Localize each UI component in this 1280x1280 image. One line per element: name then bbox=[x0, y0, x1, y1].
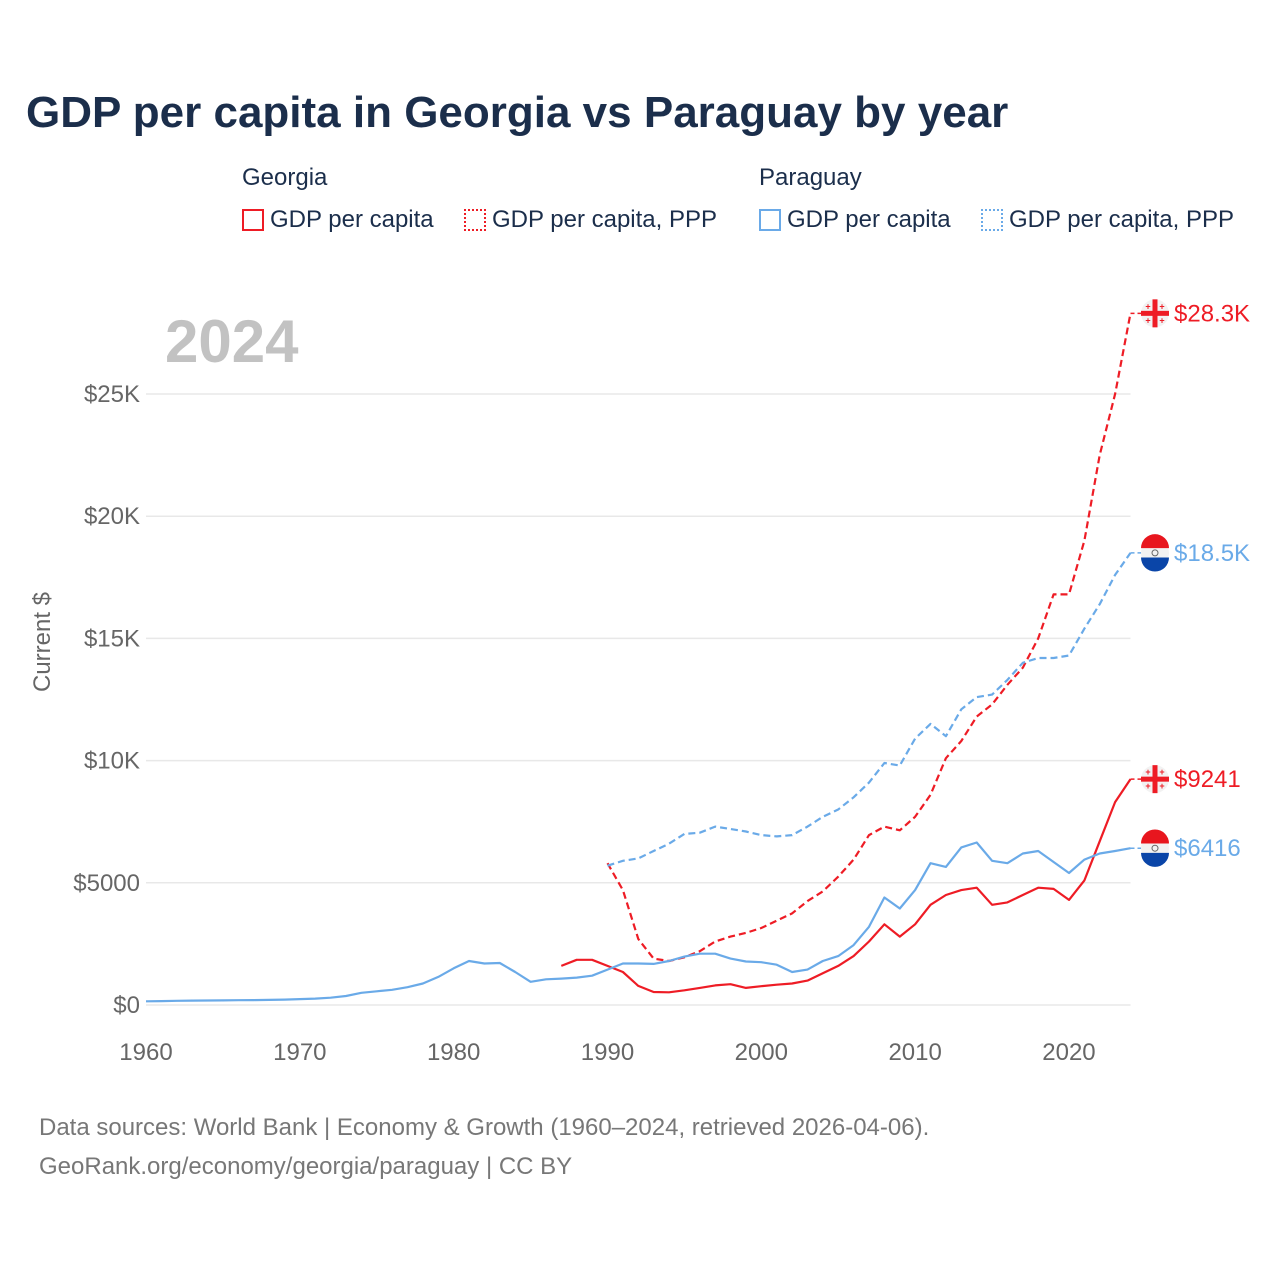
series-line-georgia-gdp-per-capita bbox=[560, 778, 1132, 994]
legend-swatch-dotted bbox=[464, 209, 486, 231]
series-line-georgia-gdp-per-capita-ppp bbox=[606, 313, 1132, 963]
end-value-label: $28.3K bbox=[1174, 300, 1250, 327]
x-tick-label: 2020 bbox=[1042, 1039, 1095, 1066]
source-line-1: Data sources: World Bank | Economy & Gro… bbox=[39, 1114, 930, 1141]
flag-red-band bbox=[1141, 534, 1169, 549]
legend-georgia-ppp[interactable]: GDP per capita, PPP bbox=[464, 206, 717, 234]
legend-label: GDP per capita bbox=[787, 206, 951, 233]
y-tick-label: $0 bbox=[113, 992, 140, 1019]
legend-paraguay-gdp[interactable]: GDP per capita bbox=[759, 206, 951, 234]
flag-emblem bbox=[1151, 549, 1159, 557]
flag-cross bbox=[1152, 299, 1158, 328]
source-note: Data sources: World Bank | Economy & Gro… bbox=[39, 1108, 929, 1186]
legend-swatch-solid bbox=[242, 209, 264, 231]
end-value-label: $6416 bbox=[1174, 835, 1241, 862]
end-value-label: $9241 bbox=[1174, 766, 1241, 793]
flag-small-cross: + bbox=[1159, 315, 1164, 325]
y-tick-label: $25K bbox=[84, 381, 140, 408]
end-value-label: $18.5K bbox=[1174, 540, 1250, 567]
y-tick-label: $5000 bbox=[73, 870, 140, 897]
paraguay-flag-icon bbox=[1141, 534, 1169, 572]
flag-small-cross: + bbox=[1159, 301, 1164, 311]
flag-small-cross: + bbox=[1145, 767, 1150, 777]
flag-emblem bbox=[1151, 844, 1159, 852]
source-link[interactable]: GeoRank.org/economy/georgia/paraguay | C… bbox=[39, 1153, 573, 1180]
flag-small-cross: + bbox=[1145, 315, 1150, 325]
legend-label: GDP per capita, PPP bbox=[492, 206, 717, 233]
flag-small-cross: + bbox=[1159, 781, 1164, 791]
x-tick-label: 2010 bbox=[888, 1039, 941, 1066]
legend-label: GDP per capita, PPP bbox=[1009, 206, 1234, 233]
legend-group-paraguay: Paraguay bbox=[759, 164, 862, 191]
flag-small-cross: + bbox=[1145, 781, 1150, 791]
flag-red-band bbox=[1141, 829, 1169, 844]
legend-label: GDP per capita bbox=[270, 206, 434, 233]
y-tick-label: $15K bbox=[84, 625, 140, 652]
georgia-flag-icon: + + + + bbox=[1141, 765, 1169, 794]
x-tick-label: 1970 bbox=[273, 1039, 326, 1066]
chart-title: GDP per capita in Georgia vs Paraguay by… bbox=[26, 88, 1009, 137]
flag-blue-band bbox=[1141, 557, 1169, 572]
y-axis-label: Current $ bbox=[29, 592, 56, 692]
year-watermark: 2024 bbox=[165, 308, 299, 375]
flag-cross bbox=[1152, 765, 1158, 794]
legend-paraguay-ppp[interactable]: GDP per capita, PPP bbox=[981, 206, 1234, 234]
legend-group-georgia: Georgia bbox=[242, 164, 328, 191]
series-line-paraguay-gdp-per-capita-ppp bbox=[607, 552, 1132, 867]
legend-georgia-gdp[interactable]: GDP per capita bbox=[242, 206, 434, 234]
flag-small-cross: + bbox=[1159, 767, 1164, 777]
flag-blue-band bbox=[1141, 852, 1169, 867]
y-tick-label: $10K bbox=[84, 748, 140, 775]
x-tick-label: 1980 bbox=[427, 1039, 480, 1066]
y-tick-label: $20K bbox=[84, 503, 140, 530]
legend-swatch-dotted bbox=[981, 209, 1003, 231]
flag-small-cross: + bbox=[1145, 301, 1150, 311]
x-tick-label: 1960 bbox=[119, 1039, 172, 1066]
x-tick-label: 2000 bbox=[735, 1039, 788, 1066]
paraguay-flag-icon bbox=[1141, 829, 1169, 867]
legend-swatch-solid bbox=[759, 209, 781, 231]
x-tick-label: 1990 bbox=[581, 1039, 634, 1066]
georgia-flag-icon: + + + + bbox=[1141, 299, 1169, 328]
series-line-paraguay-gdp-per-capita bbox=[145, 841, 1131, 1003]
